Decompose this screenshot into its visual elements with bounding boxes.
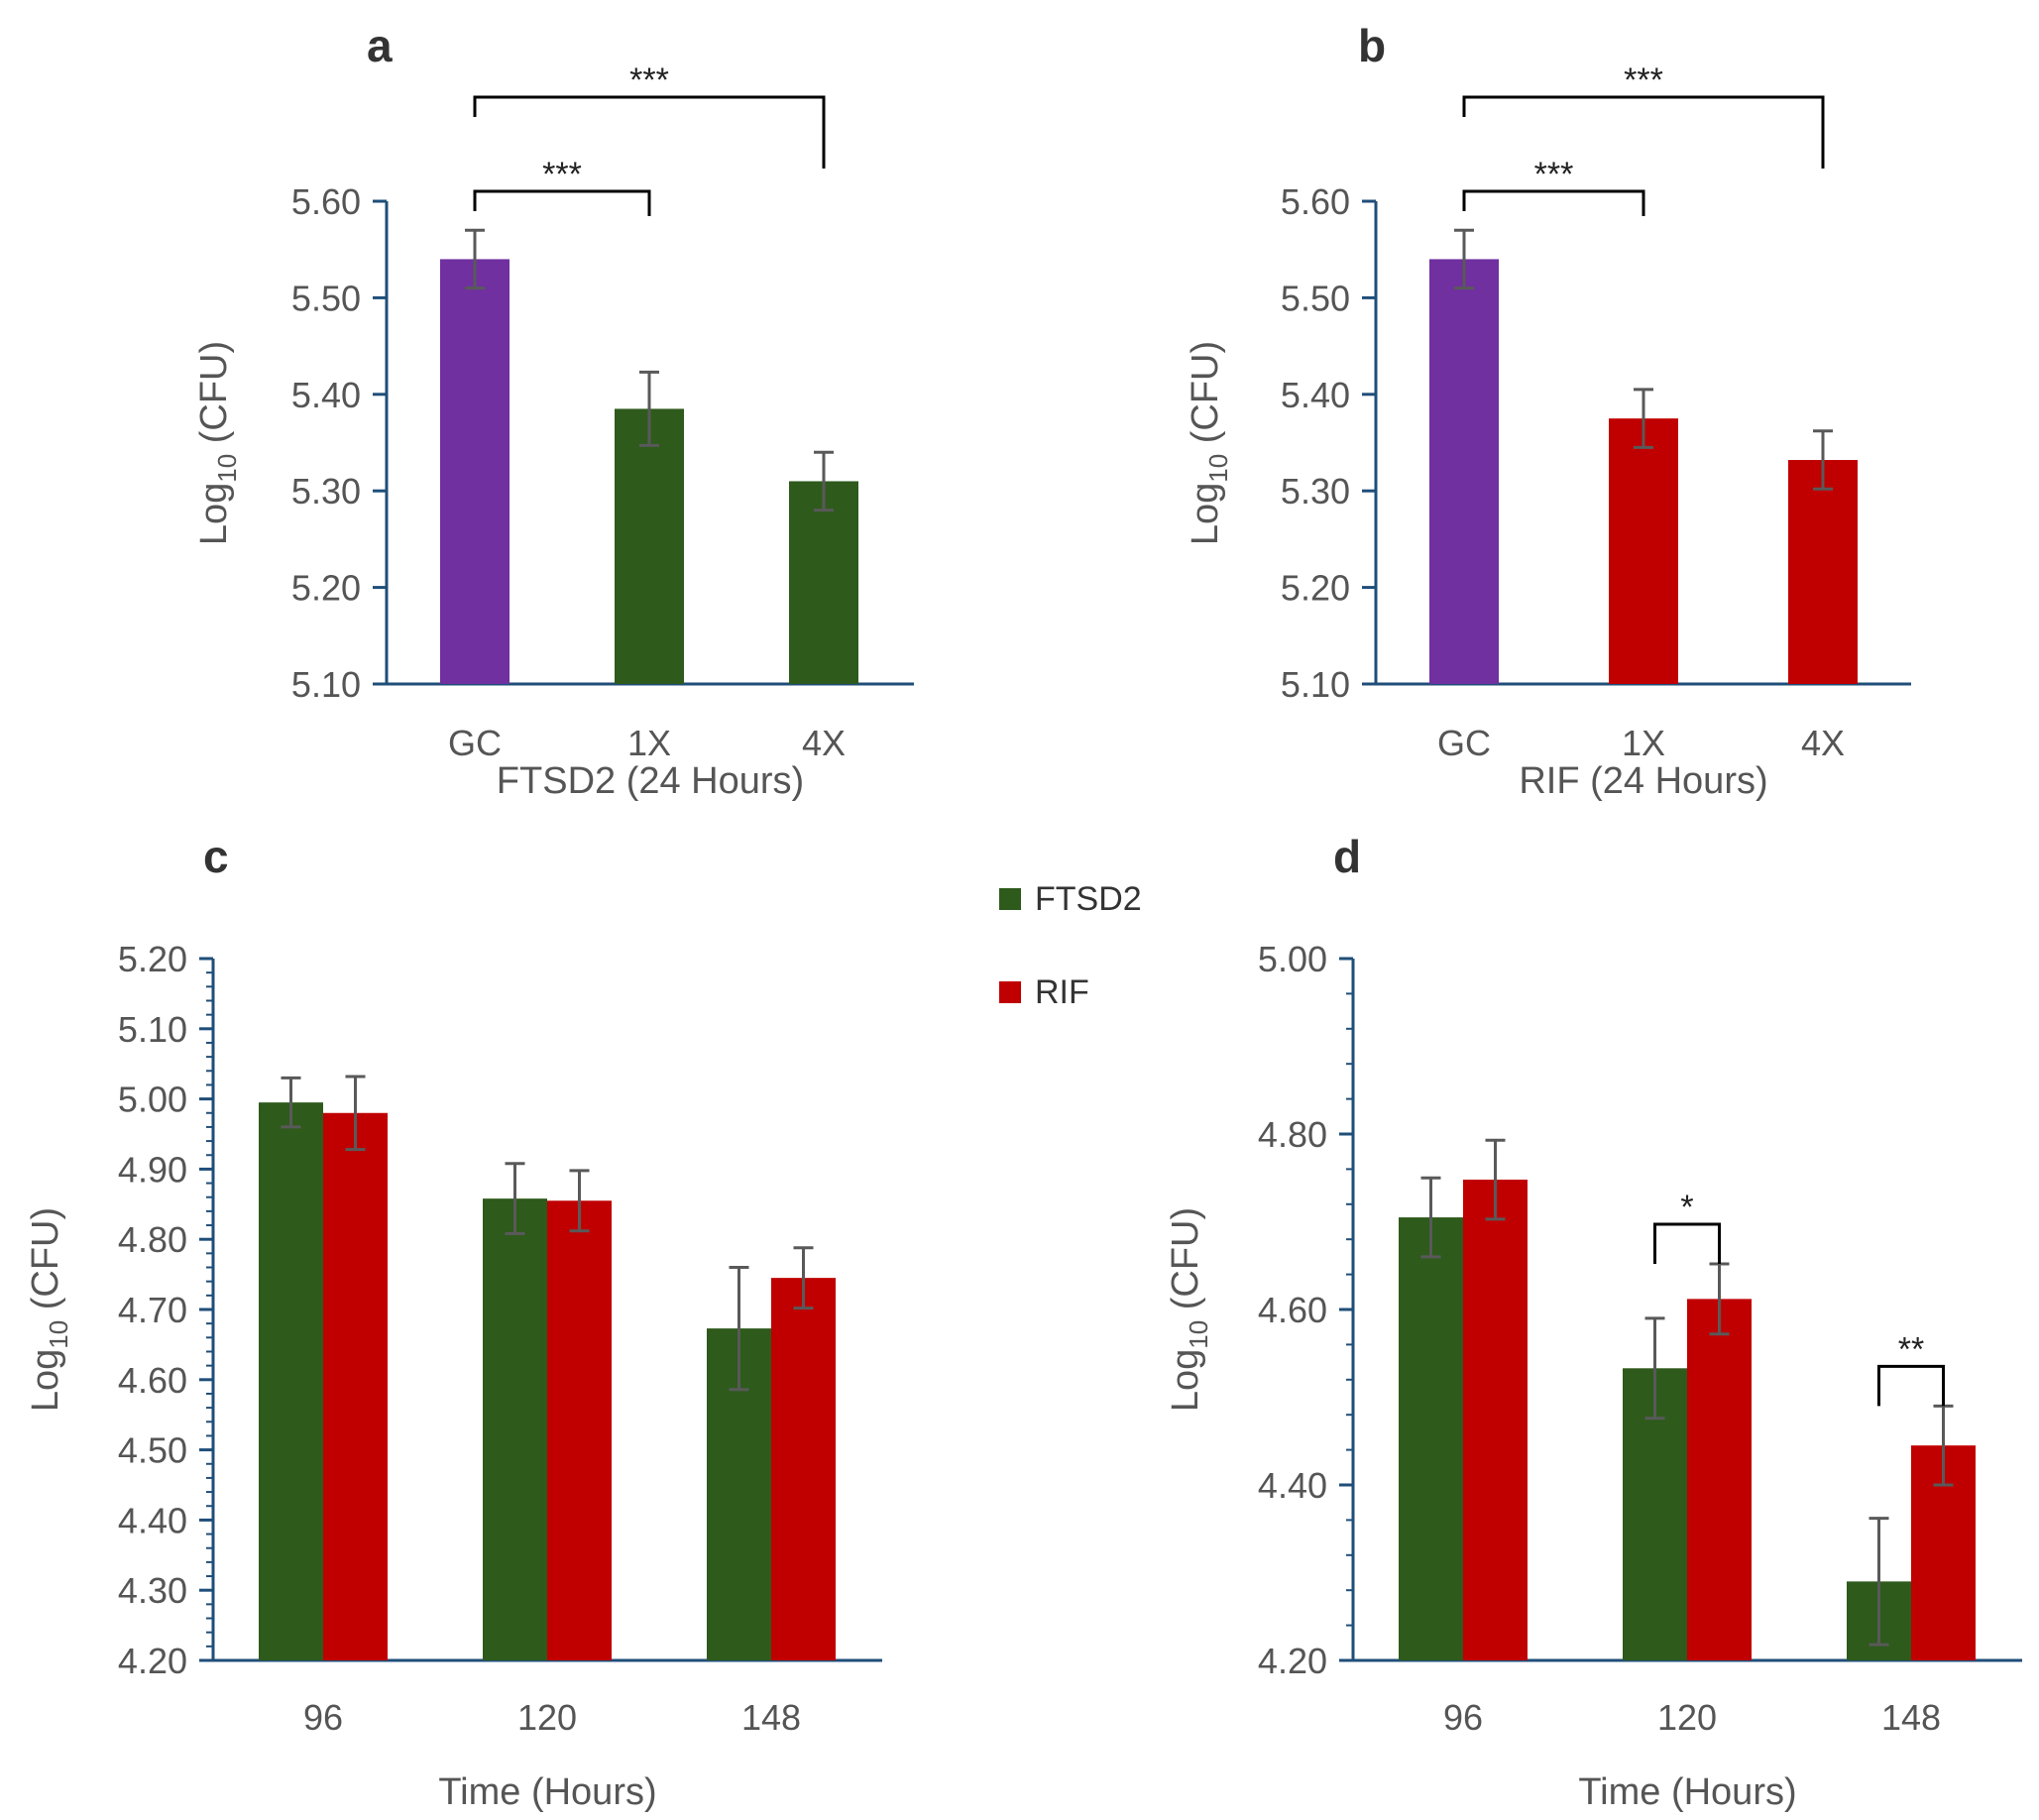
bar-FTSD2-96	[259, 1102, 323, 1660]
y-axis-title: Log10 (CFU)	[1185, 341, 1233, 545]
x-tick-label: 4X	[1801, 723, 1845, 763]
x-axis-title: Time (Hours)	[1578, 1771, 1796, 1813]
bar-1X	[1609, 418, 1678, 684]
legend-label-RIF: RIF	[1035, 973, 1089, 1011]
y-tick-label: 4.20	[1258, 1641, 1327, 1681]
panel-letter-d: d	[1333, 831, 1361, 882]
significance-label: ***	[1534, 156, 1574, 193]
bar-RIF-96	[323, 1112, 388, 1660]
x-tick-label: 120	[517, 1697, 577, 1738]
significance-bracket	[1462, 95, 1825, 169]
y-tick-label: 4.60	[1258, 1290, 1327, 1330]
bar-GC	[1429, 259, 1499, 684]
bar-RIF-96	[1463, 1180, 1528, 1660]
y-tick-label: 4.40	[118, 1500, 187, 1540]
y-tick-label: 4.60	[118, 1360, 187, 1401]
y-axis-title: Log10 (CFU)	[1165, 1207, 1213, 1412]
y-tick-label: 5.50	[291, 278, 361, 318]
legend-swatch-RIF	[999, 981, 1021, 1003]
y-tick-label: 4.80	[1258, 1114, 1327, 1155]
x-tick-label: 1X	[1622, 723, 1665, 763]
x-axis-title: Time (Hours)	[438, 1771, 656, 1813]
x-tick-label: 148	[1881, 1697, 1941, 1738]
y-tick-label: 5.20	[1281, 568, 1350, 609]
significance-label: *	[1680, 1189, 1693, 1226]
y-tick-label: 5.20	[118, 939, 187, 979]
y-tick-label: 4.90	[118, 1149, 187, 1190]
y-tick-label: 5.30	[291, 471, 361, 512]
bar-GC	[440, 259, 510, 684]
x-tick-label: 4X	[802, 723, 846, 763]
significance-bracket	[1877, 1364, 1945, 1407]
chart-panel-b: b 5.10 5.20 5.30 5.40 5.50 5.60 Log10 (CFU) GC 1X…	[1185, 20, 1911, 802]
bar-FTSD2-96	[1399, 1217, 1463, 1660]
y-axis-title: Log10 (CFU)	[193, 341, 242, 545]
bar-4X	[1788, 460, 1858, 684]
significance-bracket	[1462, 189, 1645, 216]
panel-letter-b: b	[1358, 20, 1386, 71]
significance-label: ***	[542, 156, 582, 193]
legend: FTSD2 RIF	[999, 880, 1142, 1011]
y-tick-label: 4.30	[118, 1570, 187, 1611]
bar-4X	[789, 481, 858, 684]
y-tick-label: 5.50	[1281, 278, 1350, 318]
y-tick-label: 5.10	[118, 1009, 187, 1050]
x-tick-label: 96	[1443, 1697, 1483, 1738]
bar-RIF-120	[1687, 1299, 1752, 1660]
x-tick-label: GC	[1437, 723, 1491, 763]
y-tick-label: 5.00	[118, 1080, 187, 1120]
y-tick-label: 5.40	[1281, 375, 1350, 415]
panel-letter-a: a	[367, 20, 393, 71]
significance-bracket	[1653, 1222, 1721, 1264]
y-tick-label: 4.40	[1258, 1465, 1327, 1506]
x-tick-label: 96	[303, 1697, 343, 1738]
significance-label: **	[1898, 1330, 1924, 1368]
y-tick-label: 4.20	[118, 1641, 187, 1681]
y-tick-label: 5.40	[291, 375, 361, 415]
bar-RIF-120	[547, 1200, 612, 1660]
y-tick-label: 5.10	[291, 664, 361, 705]
chart-panel-c: c 4.20 4.30 4.40 4.50 4.60 4.70 4.80 4.90 5.00 5.1…	[25, 831, 882, 1813]
x-axis-title: FTSD2 (24 Hours)	[497, 760, 804, 802]
x-tick-label: 120	[1657, 1697, 1717, 1738]
chart-panel-d: d 4.20 4.40 4.60 4.80 5.00 Log10 (CFU) 96 120 148…	[1165, 831, 2022, 1813]
legend-label-FTSD2: FTSD2	[1035, 880, 1142, 918]
y-tick-label: 5.60	[291, 181, 361, 222]
x-tick-label: 1X	[627, 723, 671, 763]
chart-panel-a: a 5.10 5.20 5.30 5.40 5.50 5.60 Log10 (CFU) GC 1X…	[193, 20, 914, 802]
significance-bracket	[473, 189, 651, 216]
x-axis-title: RIF (24 Hours)	[1519, 760, 1767, 802]
y-tick-label: 5.60	[1281, 181, 1350, 222]
bar-FTSD2-120	[483, 1198, 547, 1660]
y-tick-label: 5.00	[1258, 939, 1327, 979]
y-tick-label: 5.20	[291, 568, 361, 609]
legend-swatch-FTSD2	[999, 888, 1021, 910]
significance-label: ***	[1624, 61, 1663, 99]
y-tick-label: 4.50	[118, 1430, 187, 1471]
x-tick-label: 148	[741, 1697, 801, 1738]
bar-RIF-148	[771, 1278, 836, 1660]
y-tick-label: 4.80	[118, 1219, 187, 1260]
y-tick-label: 4.70	[118, 1290, 187, 1330]
x-tick-label: GC	[448, 723, 502, 763]
y-axis-title: Log10 (CFU)	[25, 1207, 73, 1412]
y-tick-label: 5.10	[1281, 664, 1350, 705]
y-tick-label: 5.30	[1281, 471, 1350, 512]
bar-1X	[615, 408, 684, 684]
significance-label: ***	[629, 61, 669, 99]
panel-letter-c: c	[203, 831, 229, 882]
significance-bracket	[473, 95, 826, 169]
